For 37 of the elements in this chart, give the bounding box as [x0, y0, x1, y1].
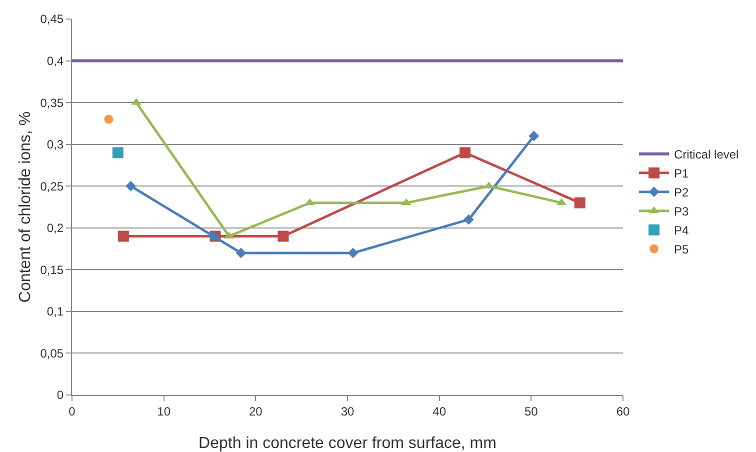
x-tick-label: 20	[248, 404, 263, 418]
point	[126, 180, 136, 192]
x-tick-label: 50	[524, 404, 538, 418]
point	[112, 147, 124, 158]
point	[460, 147, 471, 158]
legend-label: P1	[674, 166, 690, 180]
point	[118, 230, 129, 242]
y-tick-label: 0,3	[46, 138, 64, 152]
point	[278, 230, 289, 242]
y-tick-label: 0,1	[46, 304, 64, 319]
x-tick-label: 10	[157, 404, 171, 418]
legend-label: P3	[674, 204, 690, 218]
point	[574, 197, 586, 208]
point	[464, 214, 474, 225]
y-axis-title: Content of chloride ions, %	[17, 111, 34, 303]
x-tick-label: 60	[616, 404, 630, 418]
y-tick-label: 0,4	[46, 54, 64, 68]
legend-label: P4	[674, 224, 690, 238]
x-tick-label: 0	[68, 404, 76, 418]
y-tick-label: 0	[56, 388, 64, 402]
legend-label: P2	[674, 186, 690, 200]
y-tick-label: 0,2	[46, 221, 64, 236]
y-tick-label: 0,05	[40, 346, 64, 360]
y-tick-label: 0,45	[40, 12, 64, 26]
legend-label: Critical level	[674, 148, 739, 162]
point	[104, 114, 114, 124]
point	[348, 248, 358, 258]
y-tick-label: 0,25	[40, 179, 64, 194]
point	[401, 198, 412, 206]
x-axis-title: Depth in concrete cover from surface, mm	[198, 435, 496, 452]
y-tick-label: 0,15	[40, 262, 64, 277]
legend-label: P5	[674, 242, 690, 256]
x-tick-label: 40	[432, 404, 446, 418]
point	[528, 130, 540, 142]
point	[236, 248, 246, 258]
y-tick-label: 0,35	[40, 96, 64, 110]
x-tick-label: 30	[340, 404, 354, 418]
